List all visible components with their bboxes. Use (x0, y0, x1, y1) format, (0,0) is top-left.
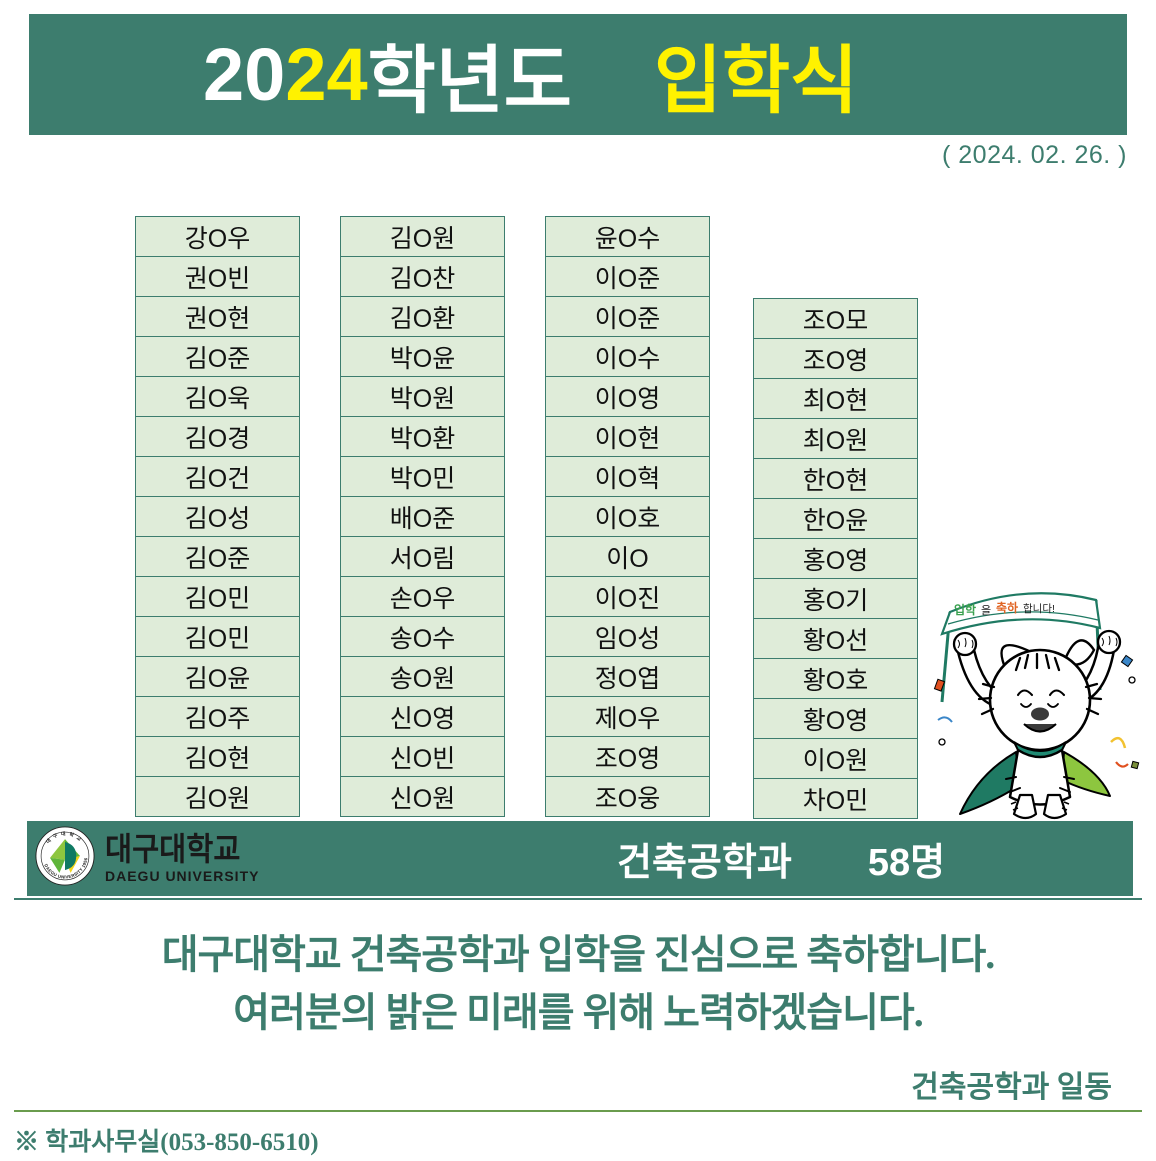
svg-text:합니다!: 합니다! (1023, 603, 1055, 615)
svg-text:을: 을 (981, 604, 991, 617)
svg-text:입학: 입학 (954, 602, 976, 617)
svg-text:축하: 축하 (996, 600, 1018, 615)
